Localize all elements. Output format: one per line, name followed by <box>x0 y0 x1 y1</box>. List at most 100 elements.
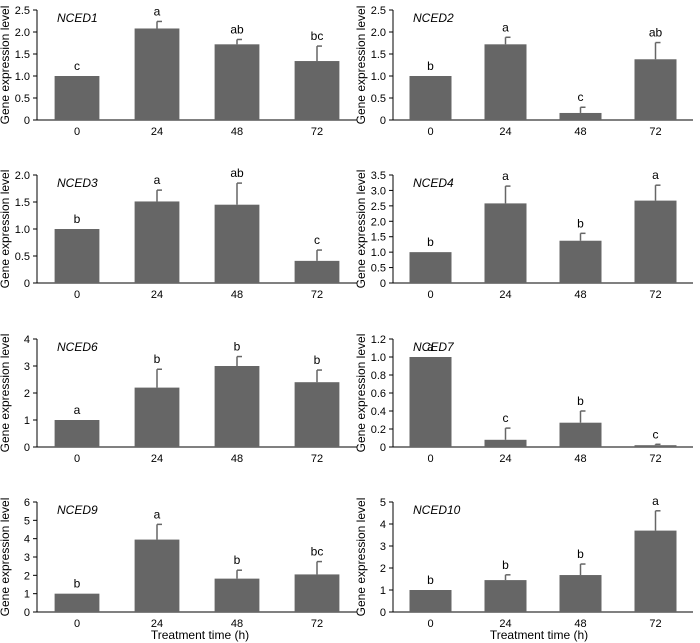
panel-4-y-tick-label: 2.5 <box>371 201 386 213</box>
panel-6-bar <box>409 357 452 447</box>
panel-1-y-tick-label: 2.0 <box>15 27 30 39</box>
panel-7-y-tick-label: 3 <box>24 552 30 564</box>
panel-7-bar <box>214 578 260 612</box>
panel-7-y-axis-title: Gene expression level <box>0 498 12 617</box>
panel-4-significance-letter: b <box>577 216 584 230</box>
panel-7-bar <box>294 574 340 612</box>
panel-7-significance-letter: a <box>154 507 161 521</box>
panel-7-y-tick-label: 4 <box>24 534 30 546</box>
panel-4-bar <box>559 240 602 283</box>
panel-7-y-tick-label: 0 <box>24 607 30 619</box>
panel-6-significance-letter: c <box>503 411 509 425</box>
panel-3-significance-letter: ab <box>230 166 244 180</box>
panel-1-y-axis-title: Gene expression level <box>0 6 12 125</box>
panel-3-y-tick-label: 0 <box>24 278 30 290</box>
panel-2-x-tick-label: 72 <box>649 126 661 138</box>
panel-7-significance-letter: bc <box>311 545 324 559</box>
panel-5-gene-title: NCED6 <box>57 340 98 354</box>
panel-1-y-tick-label: 1.5 <box>15 49 30 61</box>
panel-4-y-tick-label: 3.5 <box>371 170 386 182</box>
panel-3-x-tick-label: 72 <box>311 289 323 301</box>
panel-3-x-tick-label: 48 <box>231 289 243 301</box>
panel-7-bar <box>134 539 180 612</box>
panel-1-significance-letter: ab <box>230 22 244 36</box>
panel-5-significance-letter: b <box>234 340 241 354</box>
panel-4-x-tick-label: 0 <box>427 289 433 301</box>
panel-1-y-tick-label: 0.5 <box>15 93 30 105</box>
panel-2-y-tick-label: 0.5 <box>371 93 386 105</box>
panel-7-x-tick-label: 0 <box>74 618 80 630</box>
panel-3-bar <box>54 229 100 283</box>
panel-4-y-tick-label: 2.0 <box>371 216 386 228</box>
panel-8-x-tick-label: 72 <box>649 618 661 630</box>
panel-6-x-tick-label: 0 <box>427 453 433 465</box>
panel-4-y-tick-label: 3.0 <box>371 185 386 197</box>
panel-1-x-tick-label: 48 <box>231 126 243 138</box>
panel-4-bar <box>409 252 452 283</box>
panel-2-bar <box>634 59 677 120</box>
panel-4-bar <box>634 200 677 283</box>
panel-5-significance-letter: a <box>74 403 81 417</box>
panel-1-significance-letter: a <box>154 4 161 18</box>
panel-2-bar <box>409 76 452 120</box>
panel-4-significance-letter: a <box>652 168 659 182</box>
panel-4-y-axis-title: Gene expression level <box>354 170 368 289</box>
panel-2-y-tick-label: 2.0 <box>371 27 386 39</box>
panel-4-gene-title: NCED4 <box>413 176 454 190</box>
panel-3-significance-letter: a <box>154 173 161 187</box>
panel-2-y-tick-label: 1.5 <box>371 49 386 61</box>
panel-5-y-tick-label: 1 <box>24 415 30 427</box>
panel-3-x-tick-label: 0 <box>74 289 80 301</box>
panel-6-x-tick-label: 24 <box>499 453 511 465</box>
x-axis-title-right: Treatment time (h) <box>490 628 588 642</box>
panel-1-x-tick-label: 0 <box>74 126 80 138</box>
panel-5-y-axis-title: Gene expression level <box>0 334 12 453</box>
panel-7-x-tick-label: 48 <box>231 618 243 630</box>
panel-6-y-tick-label: 0.8 <box>371 370 386 382</box>
panel-1-significance-letter: bc <box>311 29 324 43</box>
panel-7-y-tick-label: 1 <box>24 589 30 601</box>
panel-6-y-tick-label: 1.0 <box>371 352 386 364</box>
panel-5-y-tick-label: 4 <box>24 334 30 346</box>
panel-8-x-tick-label: 0 <box>427 618 433 630</box>
panel-3-y-tick-label: 1.0 <box>15 224 30 236</box>
panel-1-y-tick-label: 1.0 <box>15 71 30 83</box>
panel-2-bar <box>484 44 527 120</box>
panel-8-y-tick-label: 5 <box>380 497 386 509</box>
panel-3-x-tick-label: 24 <box>151 289 163 301</box>
panel-1-bar <box>214 44 260 120</box>
panel-3-bar <box>294 260 340 283</box>
panel-7-significance-letter: b <box>74 577 81 591</box>
panel-8-y-axis-title: Gene expression level <box>354 498 368 617</box>
panel-6-y-axis-title: Gene expression level <box>354 334 368 453</box>
panel-4-x-tick-label: 72 <box>649 289 661 301</box>
x-axis-title-left: Treatment time (h) <box>151 628 249 642</box>
panel-5-significance-letter: b <box>314 353 321 367</box>
panel-7-y-tick-label: 6 <box>24 497 30 509</box>
panel-8-significance-letter: b <box>577 547 584 561</box>
panel-5-bar <box>54 420 100 447</box>
panel-8-significance-letter: a <box>652 494 659 508</box>
panel-6-y-tick-label: 1.2 <box>371 334 386 346</box>
panel-6-y-tick-label: 0.2 <box>371 424 386 436</box>
panel-5-x-tick-label: 0 <box>74 453 80 465</box>
panel-5-y-tick-label: 0 <box>24 442 30 454</box>
panel-4-x-tick-label: 24 <box>499 289 511 301</box>
panel-7-bar <box>54 593 100 612</box>
panel-1-y-tick-label: 2.5 <box>15 5 30 17</box>
panel-5-x-tick-label: 24 <box>151 453 163 465</box>
panel-5-y-tick-label: 3 <box>24 361 30 373</box>
panel-6-gene-title: NCED7 <box>413 340 455 354</box>
panel-1-gene-title: NCED1 <box>57 11 98 25</box>
panel-2-x-tick-label: 24 <box>499 126 511 138</box>
panel-3-y-tick-label: 0.5 <box>15 251 30 263</box>
panel-7-gene-title: NCED9 <box>57 503 98 517</box>
panel-6-bar <box>634 445 677 447</box>
panel-8-x-tick-label: 48 <box>574 618 586 630</box>
panel-3-y-tick-label: 1.5 <box>15 197 30 209</box>
panel-3-significance-letter: c <box>314 233 320 247</box>
panel-1-bar <box>54 76 100 120</box>
panel-4-bar <box>484 203 527 283</box>
panel-5-bar <box>214 366 260 447</box>
